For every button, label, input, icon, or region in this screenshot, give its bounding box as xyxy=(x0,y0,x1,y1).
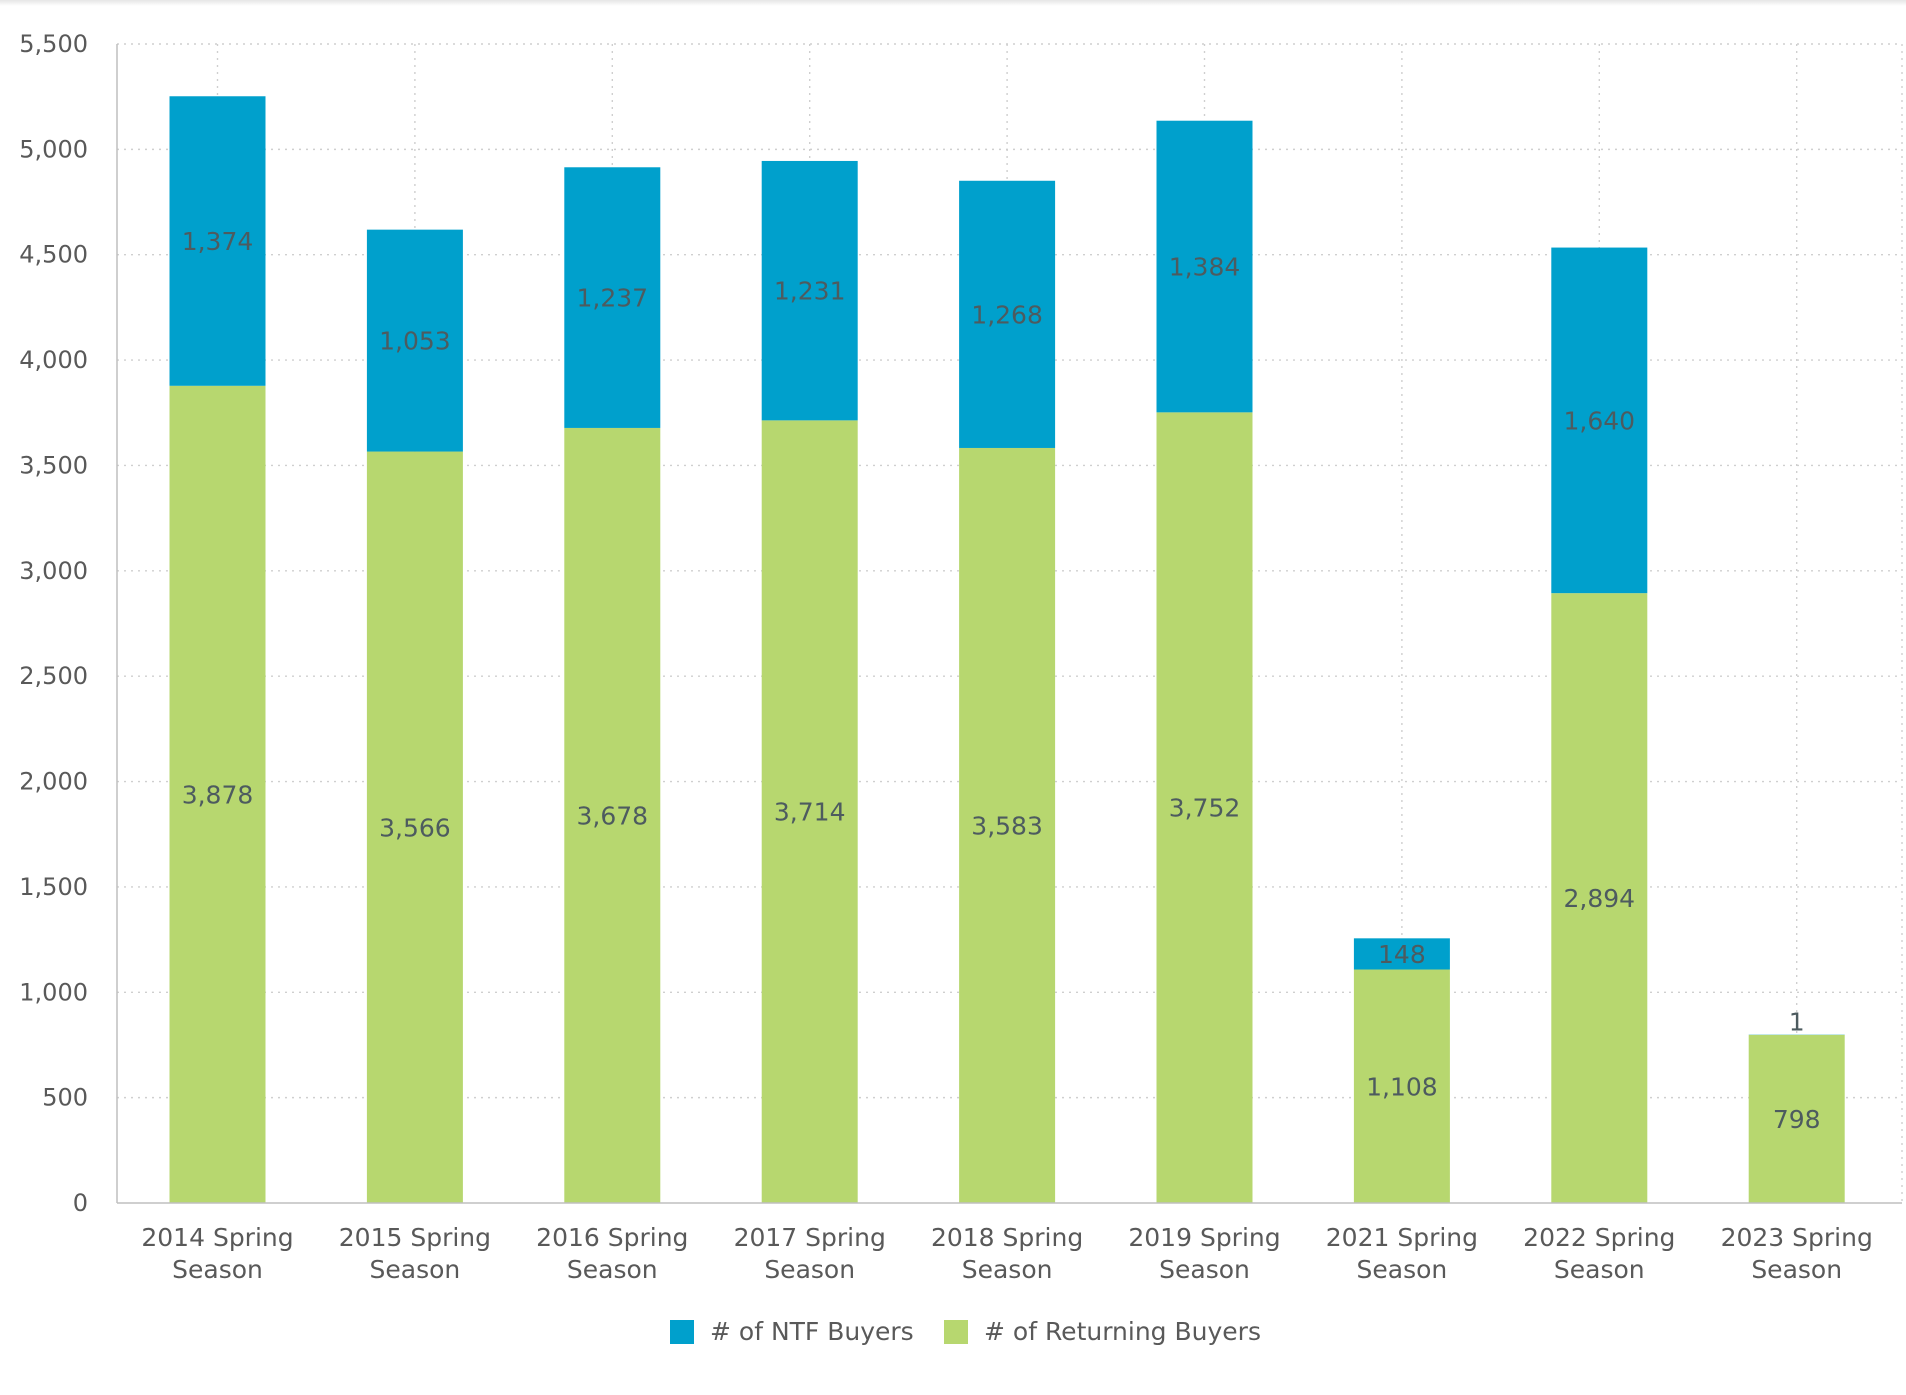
data-label-returning: 2,894 xyxy=(1564,884,1636,913)
legend-swatch-ntf xyxy=(670,1320,694,1344)
data-label-ntf: 1,053 xyxy=(379,327,451,356)
x-tick-label: 2017 Spring xyxy=(734,1223,886,1252)
y-tick-label: 3,000 xyxy=(19,557,88,585)
x-tick-label: Season xyxy=(764,1255,855,1284)
y-tick-label: 2,500 xyxy=(19,662,88,690)
x-tick-label: Season xyxy=(1751,1255,1842,1284)
y-tick-label: 5,000 xyxy=(19,135,88,163)
x-tick-label: 2023 Spring xyxy=(1721,1223,1873,1252)
data-label-returning: 3,678 xyxy=(577,801,649,830)
data-label-ntf: 1,384 xyxy=(1169,253,1241,282)
y-tick-label: 4,500 xyxy=(19,241,88,269)
data-label-returning: 1,108 xyxy=(1366,1072,1438,1101)
x-tick-label: 2018 Spring xyxy=(931,1223,1083,1252)
data-label-returning: 3,714 xyxy=(774,798,846,827)
x-tick-label: 2021 Spring xyxy=(1326,1223,1478,1252)
x-tick-label: Season xyxy=(1357,1255,1448,1284)
y-tick-label: 1,500 xyxy=(19,873,88,901)
y-tick-label: 0 xyxy=(73,1189,88,1217)
x-tick-label: Season xyxy=(962,1255,1053,1284)
data-label-ntf: 1,374 xyxy=(182,227,254,256)
x-tick-label: 2015 Spring xyxy=(339,1223,491,1252)
data-label-returning: 3,878 xyxy=(182,780,254,809)
data-label-ntf: 1,237 xyxy=(577,284,649,313)
x-tick-label: 2016 Spring xyxy=(536,1223,688,1252)
data-label-returning: 3,566 xyxy=(379,813,451,842)
legend-swatch-returning xyxy=(944,1320,968,1344)
x-tick-label: 2022 Spring xyxy=(1523,1223,1675,1252)
y-tick-label: 4,000 xyxy=(19,346,88,374)
y-tick-label: 500 xyxy=(42,1084,88,1112)
legend-label-ntf: # of NTF Buyers xyxy=(710,1317,914,1346)
y-tick-label: 5,500 xyxy=(19,30,88,58)
x-tick-label: 2019 Spring xyxy=(1128,1223,1280,1252)
x-tick-label: Season xyxy=(567,1255,658,1284)
data-label-ntf: 148 xyxy=(1378,940,1426,969)
x-tick-label: Season xyxy=(1554,1255,1645,1284)
legend-label-returning: # of Returning Buyers xyxy=(984,1317,1261,1346)
x-tick-label: Season xyxy=(370,1255,461,1284)
x-tick-label: Season xyxy=(172,1255,263,1284)
bars xyxy=(170,96,1845,1203)
data-label-returning: 798 xyxy=(1773,1105,1821,1134)
data-label-returning: 3,752 xyxy=(1169,794,1241,823)
data-label-ntf: 1,231 xyxy=(774,277,846,306)
x-tick-label: 2014 Spring xyxy=(141,1223,293,1252)
y-tick-label: 3,500 xyxy=(19,451,88,479)
x-tick-label: Season xyxy=(1159,1255,1250,1284)
top-border xyxy=(0,0,1906,6)
legend: # of NTF Buyers # of Returning Buyers xyxy=(670,1317,1261,1346)
data-label-returning: 3,583 xyxy=(971,811,1043,840)
data-label-ntf: 1,640 xyxy=(1564,406,1636,435)
y-tick-label: 2,000 xyxy=(19,768,88,796)
data-label-ntf: 1,268 xyxy=(971,300,1043,329)
y-tick-label: 1,000 xyxy=(19,978,88,1006)
data-label-ntf: 1 xyxy=(1789,1008,1805,1037)
